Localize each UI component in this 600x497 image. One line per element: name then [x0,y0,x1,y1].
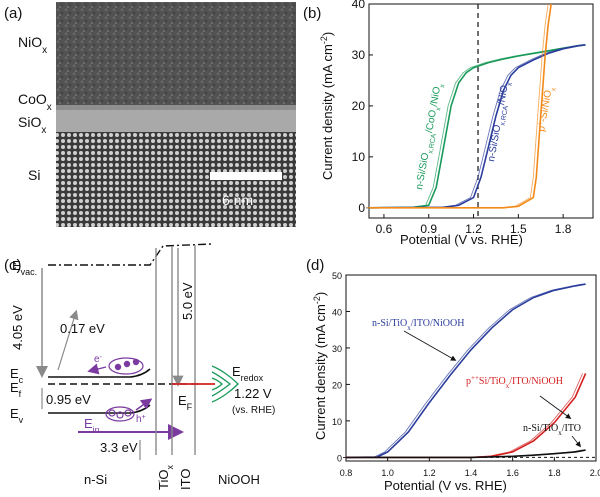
panel-b-label: (b) [303,5,321,22]
panel-b: (b) 0.6 0.9 1.2 1.5 1.8 0 10 20 30 40 Potential (… [303,0,594,247]
panel-a: (a) NiOx CoOx SiOx Si 6 nm [4,2,296,227]
ef-label: Ef [10,380,22,399]
chart-d-label-blue: n-Si/TiOx/ITO/NiOOH [372,318,464,332]
hole-arrow [135,398,153,411]
series-line-return-2 [343,449,583,458]
tem-label-siox: SiOx [18,114,46,136]
label-33ev: 3.3 eV [100,440,138,455]
ein-label: Ein [84,416,100,435]
chart-d-red-pointer [539,395,572,419]
chart-b-label-blue: n-Si/SiOx,RCA/NiOx [486,80,513,163]
x-tick-label: 0.6 [376,222,393,236]
y-tick-label: 40 [352,0,366,11]
y-tick-label: 30 [332,344,342,354]
chart-b-ylabel: Current density (mA cm-2) [319,32,335,180]
arrow-017 [57,309,79,371]
chart-d-series [342,283,587,459]
vacuum-level-line [48,243,213,266]
electron-arrow [87,363,107,375]
label-405ev: 4.05 eV [10,305,25,350]
label-095ev: 0.95 eV [46,392,91,407]
scale-bar [210,172,282,180]
conduction-band [48,368,151,378]
eredox-label: Eredox [232,364,264,383]
evac-label: Evac. [12,258,37,277]
chart-d-ylabel: Current density (mA cm-2) [312,292,328,440]
chart-b-ticks: 0.6 0.9 1.2 1.5 1.8 0 10 20 30 40 [352,0,572,236]
tem-label-niox: NiOx [18,34,47,56]
x-tick-label: 1.8 [548,468,561,478]
electron-cluster [108,357,144,375]
chart-d-black-pointer [571,435,581,448]
tem-siox-band [56,105,296,132]
x-tick-label: 1.2 [423,468,436,478]
x-tick-label: 1.2 [465,222,482,236]
y-tick-label: 40 [332,307,342,317]
label-017ev: 0.17 eV [60,321,105,336]
hole-cluster [105,406,135,422]
chart-b-label-orange: p+-Si/NiOx [536,85,558,133]
chart-b-frame [368,3,594,219]
hole-label: h+ [136,414,146,426]
chart-d-label-black: n-Si/TiOx/ITO [523,423,581,437]
x-tick-label: 1.8 [555,222,572,236]
x-tick-label: 1.5 [510,222,527,236]
ec-label: Ec [10,366,24,385]
series-line-0 [345,283,586,459]
series-line-return-2 [366,3,549,209]
label-50ev: 5.0 eV [180,282,195,320]
e122-label: 1.22 V [234,386,272,401]
series-line-return-1 [365,44,583,209]
x-tick-label: 0.8 [340,468,353,478]
y-tick-label: 0 [337,453,342,463]
series-line-1 [368,44,586,209]
chart-d-blue-pointer [403,330,457,361]
y-tick-label: 50 [332,271,342,281]
tiox-label: TiOx [156,465,175,490]
x-tick-label: 0.9 [420,222,437,236]
chart-d-label-red: p++Si/TiOx/ITO/NiOOH [466,374,563,390]
y-tick-label: 20 [352,99,366,113]
x-tick-label: 2.0 [590,468,600,478]
tem-nio-shade [56,2,296,110]
panel-c: (c) Evac. 4.05 eV 0.17 eV Ec Ef Ev 0.95 … [4,243,275,490]
x-tick-label: 1.6 [506,468,519,478]
chart-b-xlabel: Potential (V vs. RHE) [400,232,523,247]
y-tick-label: 30 [352,48,366,62]
tem-label-coox: CoOx [18,91,52,113]
chart-b-series [365,3,586,209]
chart-d-ticks: 0.8 1.0 1.2 1.4 1.6 1.8 2.0 0 10 20 30 40 50 [332,271,600,478]
ef-right-label: EF [178,393,193,412]
series-line-0 [368,44,586,209]
scale-bar-label: 6 nm [222,192,253,208]
chart-b-label-green: n-Si/SiOx,RCA/CoOx/NiOx [414,82,446,191]
panel-c-label: (c) [4,257,22,274]
electron-label: e- [94,354,103,366]
panel-a-label: (a) [4,5,22,22]
redox-distribution [211,365,239,403]
nsi-label: n-Si [84,472,107,487]
tem-label-si: Si [28,167,40,183]
y-tick-label: 10 [352,150,366,164]
panel-d: (d) 0.8 1.0 1.2 1.4 1.6 1.8 2.0 0 10 20 30 40 50 Pot… [306,257,600,493]
series-line-2 [369,3,552,209]
x-tick-label: 1.4 [465,468,478,478]
series-line-return-0 [342,283,583,458]
tem-image [56,2,296,227]
y-tick-label: 20 [332,380,342,390]
x-tick-label: 1.0 [381,468,394,478]
panel-d-label: (d) [306,257,324,274]
y-tick-label: 10 [332,417,342,427]
tem-nio-region [56,2,296,110]
y-tick-label: 0 [358,201,365,215]
vs-rhe-label: (vs. RHE) [232,405,275,416]
niooh-label: NiOOH [218,472,260,487]
ev-label: Ev [10,406,24,425]
chart-d-xlabel: Potential (V vs. RHE) [384,478,507,493]
series-line-return-0 [365,44,583,209]
ito-label: ITO [178,469,193,490]
